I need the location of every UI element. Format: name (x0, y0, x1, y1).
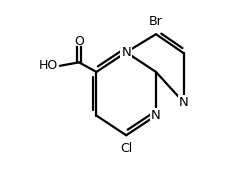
Text: Br: Br (149, 15, 163, 28)
Text: HO: HO (39, 59, 58, 72)
Text: O: O (74, 35, 84, 48)
Text: N: N (179, 96, 189, 109)
Text: N: N (151, 109, 161, 122)
Text: N: N (121, 46, 131, 59)
Text: Cl: Cl (120, 142, 132, 155)
